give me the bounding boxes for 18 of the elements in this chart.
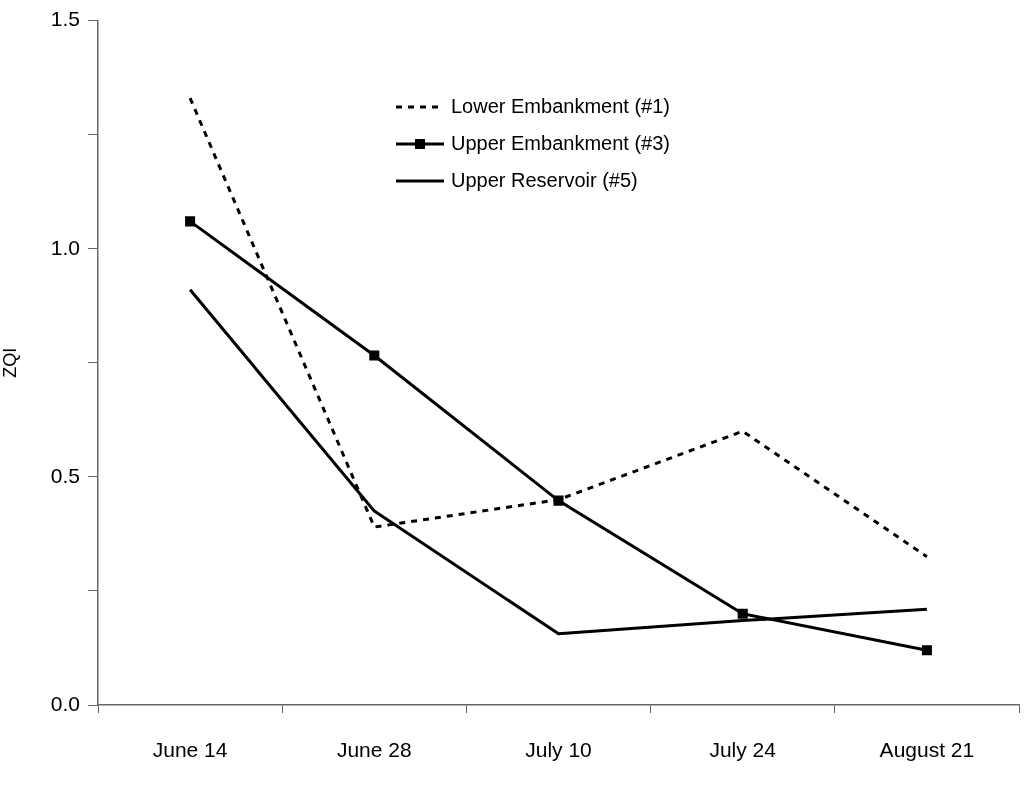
x-tick-label: July 10 xyxy=(525,738,592,762)
legend-label: Lower Embankment (#1) xyxy=(451,94,670,119)
x-tick-label: June 28 xyxy=(336,738,412,762)
point xyxy=(553,495,564,506)
y-tick-label: 0.0 xyxy=(50,691,80,715)
point xyxy=(737,608,748,619)
y-axis-title: ZQI xyxy=(0,347,20,378)
x-tick-label: August 21 xyxy=(879,738,975,762)
x-tick-label: June 14 xyxy=(152,738,228,762)
point xyxy=(921,645,932,656)
legend-label: Upper Reservoir (#5) xyxy=(451,168,638,193)
y-tick-label: 1.5 xyxy=(50,7,80,31)
y-tick-label: 0.5 xyxy=(50,463,80,487)
point xyxy=(185,216,196,227)
y-tick-label: 1.0 xyxy=(50,235,80,259)
x-tick-label: July 24 xyxy=(709,738,777,762)
point xyxy=(369,350,380,361)
legend-label: Upper Embankment (#3) xyxy=(451,131,670,156)
